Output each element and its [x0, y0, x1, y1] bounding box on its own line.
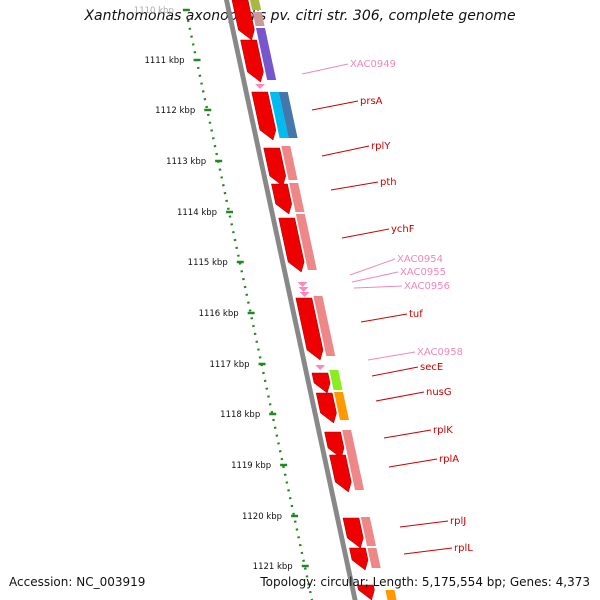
- gene-arrow-rply[interactable]: [263, 147, 286, 187]
- gene-arrow-rplj[interactable]: [342, 517, 364, 549]
- feature-box-orange: [334, 392, 350, 420]
- gene-label-rpll[interactable]: rplL: [454, 543, 473, 554]
- gene-track: [224, 0, 397, 600]
- gene-arrow-nusg[interactable]: [315, 392, 337, 424]
- feature-box: [250, 0, 262, 10]
- gene-label-nusg[interactable]: nusG: [426, 387, 452, 398]
- feature-box-pink: [367, 548, 381, 568]
- label-leader-line: [311, 100, 359, 111]
- gene-label-rply[interactable]: rplY: [371, 141, 391, 152]
- gene-arrow-tuf[interactable]: [295, 297, 324, 361]
- label-leader-line: [360, 313, 408, 323]
- genome-title: Xanthomonas axonopodis pv. citri str. 30…: [84, 8, 516, 24]
- gene-label-rplj[interactable]: rplJ: [450, 516, 466, 527]
- label-leader-line: [301, 63, 349, 75]
- gene-chevron-xac0955[interactable]: [298, 287, 309, 292]
- accession-label: Accession: NC_003919: [9, 575, 146, 589]
- ruler-tick-label: 1112 kbp: [155, 106, 195, 116]
- gene-label-prsa[interactable]: prsA: [360, 96, 383, 107]
- gene-label-tuf[interactable]: tuf: [409, 309, 423, 320]
- label-leader-line: [399, 520, 449, 528]
- gene-label-sece[interactable]: secE: [420, 362, 443, 373]
- gene-chevron-xac0958[interactable]: [315, 365, 326, 370]
- label-leader-line: [388, 458, 438, 468]
- label-leader-line: [330, 181, 379, 191]
- label-leader-line: [375, 391, 425, 402]
- gene-chevron-xac0954[interactable]: [297, 282, 308, 287]
- label-leader-line: [349, 258, 396, 276]
- gene-chevron-xac0956[interactable]: [299, 292, 310, 297]
- ruler-tick-label: 1110 kbp: [134, 6, 174, 16]
- gene-arrow-xac0949[interactable]: [240, 39, 264, 83]
- genome-summary: Topology: circular; Length: 5,175,554 bp…: [260, 575, 590, 589]
- label-leader-line: [371, 366, 419, 377]
- ruler-tick-label: 1120 kbp: [242, 512, 282, 522]
- feature-box: [252, 12, 265, 26]
- gene-arrow-rplk[interactable]: [324, 431, 345, 459]
- gene-arrow-partial[interactable]: [231, 0, 255, 41]
- gene-label-xac0956[interactable]: XAC0956: [404, 281, 450, 292]
- gene-arrow-prsa[interactable]: [251, 91, 277, 141]
- feature-box-lime: [329, 370, 343, 390]
- feature-box-pink: [360, 517, 377, 546]
- ruler-tick-label: 1111 kbp: [144, 56, 184, 66]
- label-leader-line: [353, 285, 403, 289]
- feature-box-pink: [313, 296, 336, 356]
- gene-chevron[interactable]: [255, 84, 266, 89]
- genome-backbone: [224, 0, 358, 600]
- ruler-tick-label: 1113 kbp: [166, 157, 206, 167]
- gene-label-ychf[interactable]: ychF: [391, 224, 415, 235]
- gene-label-rpla[interactable]: rplA: [439, 454, 459, 465]
- ruler-tick-label: 1117 kbp: [209, 360, 249, 370]
- coordinate-ruler: 1110 kbp 1111 kbp 1112 kbp 1113 kbp 1114 kbp…: [134, 6, 314, 600]
- label-leader-line: [321, 145, 370, 157]
- feature-box-purple: [256, 28, 277, 80]
- label-leader-line: [383, 429, 432, 439]
- feature-box-pink: [346, 452, 365, 490]
- gene-labels: XAC0949 prsA rplY pth ychF XAC0954 XAC0955 XAC0…: [301, 59, 473, 555]
- feature-box-pink: [342, 430, 357, 456]
- gene-arrow-sece[interactable]: [311, 372, 331, 394]
- feature-box-orange: [385, 590, 397, 600]
- ruler-tick-label: 1116 kbp: [199, 309, 239, 319]
- gene-label-xac0954[interactable]: XAC0954: [397, 254, 443, 265]
- feature-box-pink: [295, 214, 317, 270]
- ruler-tick-label: 1115 kbp: [188, 258, 228, 268]
- label-leader-line: [403, 547, 453, 555]
- feature-box-pink: [281, 146, 298, 180]
- label-leader-line: [341, 228, 390, 239]
- gene-label-xac0949[interactable]: XAC0949: [350, 59, 396, 70]
- feature-box-blue: [278, 92, 298, 138]
- ruler-tick-label: 1119 kbp: [231, 461, 271, 471]
- gene-arrow-partial[interactable]: [357, 584, 375, 600]
- label-leader-line: [351, 271, 399, 283]
- gene-label-rplk[interactable]: rplK: [433, 425, 453, 436]
- gene-arrow-rpla[interactable]: [329, 454, 352, 493]
- feature-box-cyan: [269, 92, 289, 138]
- ruler-tick-label: 1114 kbp: [177, 208, 217, 218]
- label-leader-line: [367, 351, 416, 361]
- gene-label-pth[interactable]: pth: [380, 177, 397, 188]
- gene-arrow-ychf[interactable]: [278, 217, 305, 273]
- gene-arrow-pth[interactable]: [271, 183, 292, 215]
- gene-arrow-rpll[interactable]: [349, 547, 369, 571]
- ruler-tick-label: 1118 kbp: [220, 410, 260, 420]
- ruler-line: [186, 19, 314, 600]
- gene-label-xac0958[interactable]: XAC0958: [417, 347, 463, 358]
- ruler-tick-label: 1121 kbp: [253, 562, 293, 572]
- feature-box-pink: [289, 183, 305, 212]
- gene-label-xac0955[interactable]: XAC0955: [400, 267, 446, 278]
